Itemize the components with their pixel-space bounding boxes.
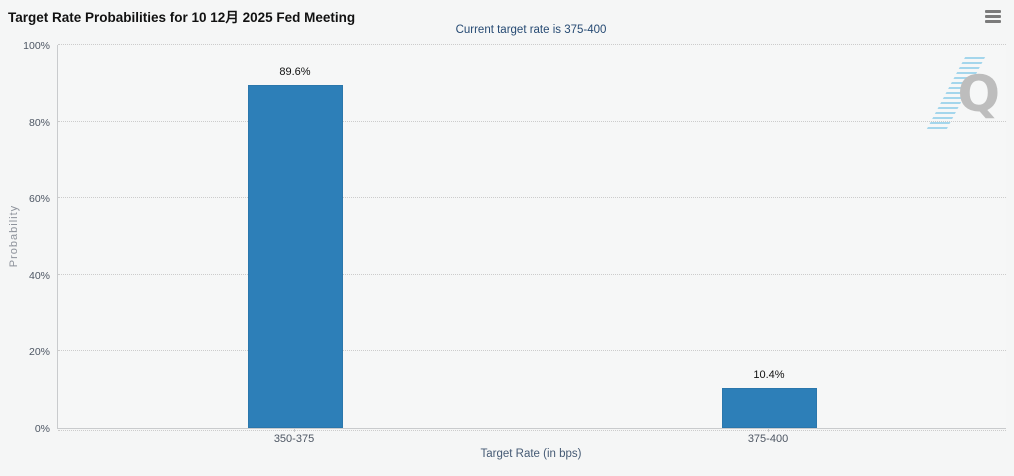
gridline-20% (58, 350, 1006, 352)
hamburger-icon (985, 19, 1001, 23)
y-tick-label-100%: 100% (23, 40, 50, 52)
gridline-100% (58, 44, 1006, 45)
y-tick-label-60%: 60% (28, 193, 50, 206)
hamburger-icon (985, 9, 1001, 13)
gridline-60% (58, 197, 1006, 199)
x-axis-label-350-375: 350-375 (273, 433, 315, 445)
chart-context-menu-button[interactable] (982, 6, 1006, 26)
y-tick-label-80%: 80% (28, 116, 50, 129)
hamburger-icon (985, 14, 1001, 18)
logo-q-letter: Q (957, 65, 1000, 123)
bar-value-label-350-375: 89.6% (279, 65, 311, 78)
plot-area: Q 89.6% 10.4% (57, 44, 1006, 431)
bar-value-label-375-400: 10.4% (753, 369, 785, 382)
y-axis-title: Probability (8, 204, 20, 268)
gridline-40% (58, 273, 1006, 275)
bar-350-375[interactable] (247, 84, 343, 428)
x-axis-tick (294, 428, 295, 432)
y-tick-label-40%: 40% (28, 269, 50, 282)
x-axis-title: Target Rate (in bps) (480, 448, 582, 460)
x-axis-tick (768, 428, 769, 432)
y-tick-label-0%: 0% (34, 423, 50, 435)
y-tick-label-20%: 20% (28, 346, 50, 359)
chart-title: Target Rate Probabilities for 10 12月 202… (8, 10, 356, 25)
logo-slash-icon (926, 57, 986, 129)
bar-375-400[interactable] (721, 388, 817, 428)
chart-subtitle: Current target rate is 375-400 (455, 24, 607, 36)
gridline-80% (58, 120, 1006, 122)
x-axis-label-375-400: 375-400 (747, 433, 789, 445)
gridline-0% (58, 430, 1006, 431)
